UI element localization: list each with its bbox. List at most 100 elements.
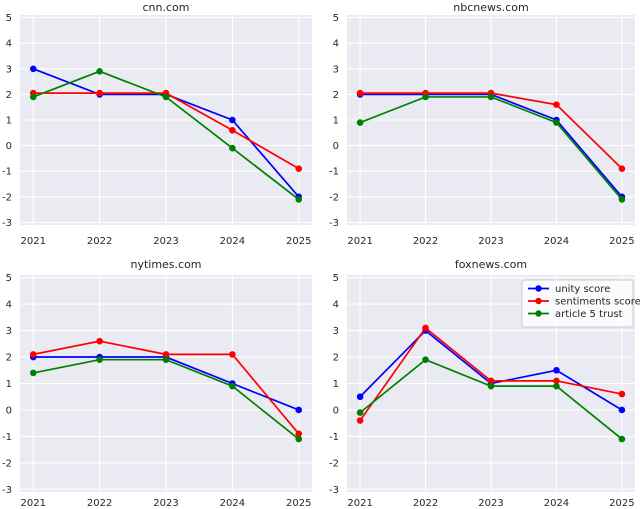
x-tick-label: 2022 [413, 236, 438, 247]
marker-article-5-trust [162, 356, 170, 363]
x-tick-label: 2023 [478, 236, 503, 247]
marker-article-5-trust [422, 356, 429, 363]
y-tick-label: 2 [6, 90, 12, 101]
y-tick-label: 3 [6, 326, 12, 337]
chart-foxnews: 5 4 3 2 1 0 -1 -2 -3 2021 2022 2023 2024 2025 unity sc… [329, 258, 640, 509]
y-tick-label: -1 [329, 167, 339, 178]
marker-sentiments-score [295, 165, 303, 172]
x-tick-label: 2021 [347, 236, 372, 247]
marker-sentiments-score [96, 337, 103, 345]
marker-sentiments-score [553, 377, 560, 385]
x-tick-label: 2025 [286, 236, 311, 247]
marker-article-5-trust [96, 68, 103, 75]
y-tick-label: 2 [333, 90, 339, 101]
y-tick-label: -3 [329, 218, 339, 229]
marker-sentiments-score [618, 390, 626, 398]
chart-nbcnews: 5 4 3 2 1 0 -1 -2 -3 2021 2022 2023 2024 2025 nbcnews… [329, 1, 635, 247]
chart-cnn: 5 4 3 2 1 0 -1 -2 -3 2021 2022 2023 2024 2025 cnn.com [2, 1, 312, 247]
marker-article-5-trust [422, 93, 429, 101]
y-tick-label: 3 [333, 326, 339, 337]
y-tick-label: -2 [2, 458, 12, 469]
y-tick-label: 2 [6, 353, 12, 364]
marker-unity-score [553, 366, 560, 374]
y-tick-label: 4 [333, 300, 339, 311]
marker-article-5-trust [618, 196, 626, 203]
marker-sentiments-score [618, 165, 626, 172]
x-tick-label: 2023 [478, 498, 503, 509]
marker-article-5-trust [618, 435, 626, 443]
y-tick-label: 1 [333, 379, 339, 390]
x-tick-label: 2024 [220, 498, 245, 509]
marker-article-5-trust [229, 382, 236, 390]
legend-box [521, 279, 634, 328]
y-tick-label: -3 [2, 218, 12, 229]
subplot-nytimes: 5 4 3 2 1 0 -1 -2 -3 2021 2022 2023 2024 2025 nytimes… [0, 255, 320, 509]
y-tick-label: 0 [6, 405, 12, 416]
legend-marker-sentiments-score [535, 297, 542, 305]
x-tick-label: 2022 [413, 498, 438, 509]
marker-sentiments-score [422, 324, 429, 332]
marker-article-5-trust [356, 409, 364, 416]
legend-label-article-5-trust: article 5 trust [555, 309, 623, 320]
marker-article-5-trust [229, 144, 236, 152]
x-tick-label: 2021 [21, 236, 46, 247]
marker-article-5-trust [553, 119, 560, 126]
marker-sentiments-score [229, 351, 236, 358]
y-tick-label: -2 [2, 192, 12, 203]
y-tick-label: 3 [6, 64, 12, 75]
y-tick-label: 2 [333, 353, 339, 364]
y-tick-label: -3 [2, 485, 12, 496]
chart-title-cnn: cnn.com [143, 1, 190, 14]
marker-article-5-trust [295, 196, 303, 203]
subplot-nbcnews: 5 4 3 2 1 0 -1 -2 -3 2021 2022 2023 2024 2025 nbcnews… [320, 0, 640, 255]
marker-sentiments-score [295, 430, 303, 438]
marker-sentiments-score [356, 417, 364, 424]
marker-sentiments-score [29, 351, 37, 358]
legend-marker-article-5-trust [535, 310, 542, 317]
chart-nbcnews-plot: 5 4 3 2 1 0 -1 -2 -3 2021 2022 2023 2024 2025 [329, 13, 635, 247]
y-tick-label: -1 [2, 167, 12, 178]
chart-foxnews-plot: 5 4 3 2 1 0 -1 -2 -3 2021 2022 2023 2024 2025 unity sc… [329, 273, 640, 509]
marker-article-5-trust [295, 435, 303, 443]
x-tick-label: 2022 [87, 236, 112, 247]
x-tick-label: 2022 [87, 498, 112, 509]
x-tick-label: 2023 [153, 236, 178, 247]
x-tick-label: 2021 [21, 498, 46, 509]
y-tick-label: 0 [333, 141, 339, 152]
marker-article-5-trust [29, 369, 37, 377]
subplot-foxnews: 5 4 3 2 1 0 -1 -2 -3 2021 2022 2023 2024 2025 unity sc… [320, 255, 640, 509]
marker-unity-score [295, 406, 303, 414]
chart-cnn-plot: 5 4 3 2 1 0 -1 -2 -3 2021 2022 2023 2024 2025 [2, 13, 312, 247]
marker-unity-score [356, 393, 364, 401]
y-tick-label: -1 [329, 432, 339, 443]
marker-sentiments-score [229, 126, 236, 134]
y-tick-label: 1 [6, 379, 12, 390]
x-tick-label: 2023 [153, 498, 178, 509]
marker-unity-score [229, 116, 236, 124]
y-tick-label: 5 [333, 13, 339, 24]
marker-sentiments-score [162, 351, 170, 358]
y-tick-label: 5 [6, 273, 12, 284]
marker-article-5-trust [356, 119, 364, 126]
chart-title-nbcnews: nbcnews.com [453, 1, 528, 14]
y-tick-label: 1 [333, 116, 339, 127]
marker-article-5-trust [162, 93, 170, 101]
subplot-cnn: 5 4 3 2 1 0 -1 -2 -3 2021 2022 2023 2024 2025 cnn.com [0, 0, 320, 255]
y-tick-label: 0 [333, 405, 339, 416]
marker-article-5-trust [96, 356, 103, 363]
chart-nytimes-plot: 5 4 3 2 1 0 -1 -2 -3 2021 2022 2023 2024 2025 [2, 273, 312, 509]
y-tick-label: 3 [333, 64, 339, 75]
chart-nytimes: 5 4 3 2 1 0 -1 -2 -3 2021 2022 2023 2024 2025 nytimes… [2, 258, 312, 509]
marker-unity-score [618, 406, 626, 414]
x-tick-label: 2025 [609, 236, 634, 247]
y-tick-label: 0 [6, 141, 12, 152]
y-tick-label: 1 [6, 116, 12, 127]
x-tick-label: 2024 [220, 236, 245, 247]
chart-title-foxnews: foxnews.com [455, 258, 527, 271]
y-tick-label: 5 [6, 13, 12, 24]
x-tick-label: 2025 [286, 498, 311, 509]
x-tick-label: 2025 [609, 498, 634, 509]
y-tick-label: -1 [2, 432, 12, 443]
legend-label-unity-score: unity score [555, 284, 610, 295]
